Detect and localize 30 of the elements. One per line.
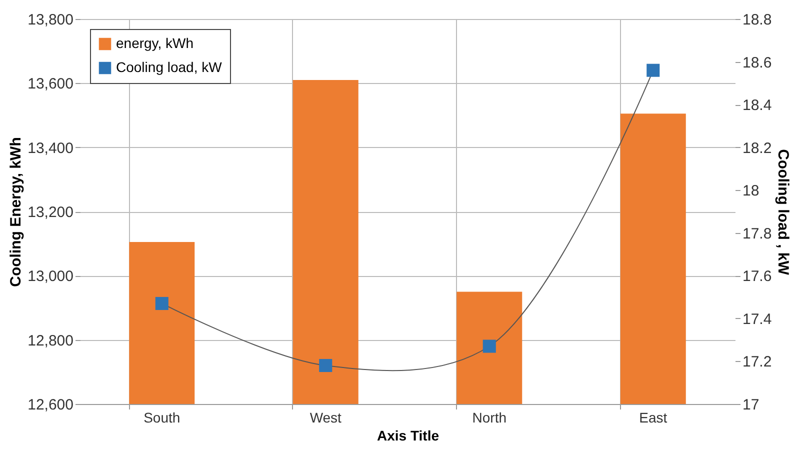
x-tick-label: South [144,410,180,426]
y2-tick-label: 18 [742,182,760,200]
y2-tick-label: 18.2 [742,140,772,157]
x-tick-label: North [472,410,506,426]
y-tick-label: 12,800 [28,332,74,350]
point [646,64,660,77]
y2-tick-label: 18.4 [742,97,772,114]
legend-label: energy, kWh [116,35,194,51]
x-tick-label: West [310,410,342,426]
y-axis-title: Cooling Energy, kWh [8,137,25,287]
y-tick-label: 13,000 [28,268,74,286]
y-tick-label: 13,800 [28,12,74,28]
y2-tick-label: 18.6 [742,54,772,72]
x-tick-label: East [639,410,668,426]
y-tick-label: 13,400 [28,140,74,157]
y-tick-label: 12,600 [28,396,74,414]
point [482,340,496,353]
y2-tick-label: 17.8 [742,225,772,242]
y2-axis-title: Cooling load , kW [774,149,792,276]
x-axis-title: Axis Title [377,428,440,444]
point [319,358,332,372]
y-tick-label: 13,200 [28,204,74,221]
y2-tick-label: 17.2 [742,354,772,371]
y2-tick-label: 17 [742,396,760,414]
point [155,296,168,310]
y-tick-label: 13,600 [28,76,74,93]
y2-tick-label: 18.8 [742,12,772,28]
y2-tick-label: 17.6 [742,268,772,286]
legend-label: Cooling load, kW [116,59,223,75]
y2-tick-label: 17.4 [742,310,772,328]
